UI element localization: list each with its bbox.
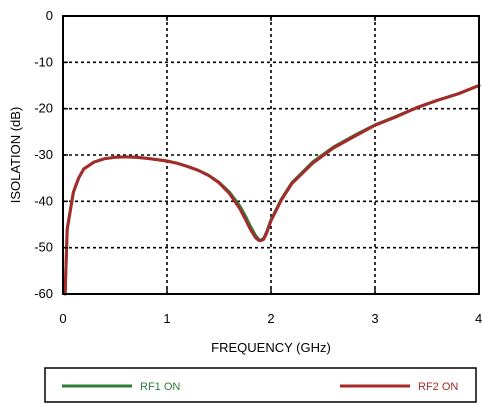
y-tick-label: -30 xyxy=(34,147,53,162)
y-tick-label: -20 xyxy=(34,101,53,116)
x-tick-label: 0 xyxy=(59,311,66,326)
x-axis-title: FREQUENCY (GHz) xyxy=(211,340,331,355)
legend-label-rf1: RF1 ON xyxy=(140,381,180,393)
x-tick-label: 1 xyxy=(163,311,170,326)
series-layer xyxy=(63,84,481,296)
tick-marks xyxy=(62,15,480,295)
legend: RF1 ON RF2 ON xyxy=(44,367,477,403)
y-axis-title: ISOLATION (dB) xyxy=(8,107,23,204)
y-tick-label: 0 xyxy=(46,8,53,23)
y-tick-label: -40 xyxy=(34,193,53,208)
y-tick-labels: 0 -10 -20 -30 -40 -50 -60 xyxy=(34,8,53,301)
x-tick-label: 3 xyxy=(371,311,378,326)
x-tick-label: 2 xyxy=(267,311,274,326)
series-line-rf2-on xyxy=(63,84,481,296)
y-tick-label: -10 xyxy=(34,54,53,69)
x-tick-label: 4 xyxy=(475,311,482,326)
x-tick-labels: 0 1 2 3 4 xyxy=(59,311,482,326)
y-tick-label: -50 xyxy=(34,240,53,255)
series-line-rf1-on xyxy=(63,84,481,296)
legend-label-rf2: RF2 ON xyxy=(418,381,458,393)
grid xyxy=(63,16,479,294)
y-tick-label: -60 xyxy=(34,286,53,301)
